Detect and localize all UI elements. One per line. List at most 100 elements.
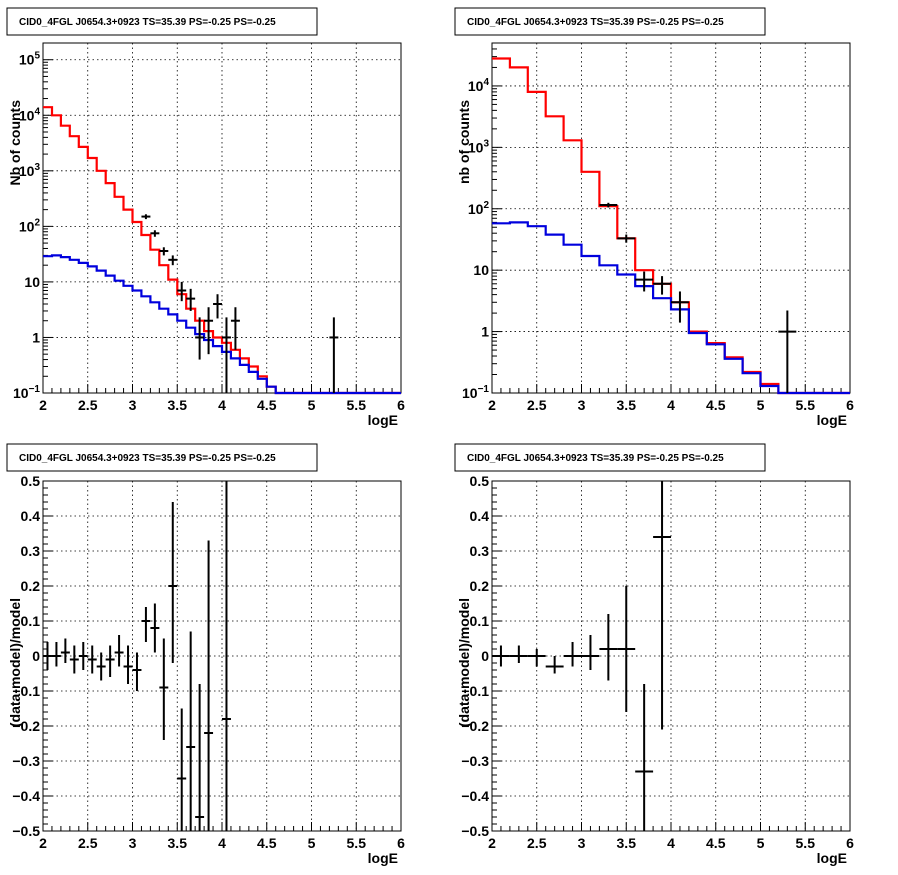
data-point bbox=[213, 294, 222, 319]
x-tick-label: 4.5 bbox=[706, 397, 726, 413]
x-tick-label: 5 bbox=[308, 835, 316, 851]
plot-frame bbox=[491, 42, 851, 394]
x-tick-label: 2.5 bbox=[527, 397, 547, 413]
y-tick-label: −0.4 bbox=[12, 788, 40, 804]
data-point bbox=[545, 656, 564, 674]
data-point bbox=[168, 502, 178, 663]
data-point bbox=[492, 645, 510, 667]
data-point bbox=[195, 317, 205, 360]
y-axis-label: (data-model)/model bbox=[7, 598, 23, 727]
x-tick-label: 4 bbox=[667, 835, 675, 851]
chart-title-box bbox=[454, 7, 766, 36]
data-point bbox=[204, 540, 214, 831]
x-tick-label: 5.5 bbox=[347, 835, 367, 851]
chart-panel-bottom-left: CID0_4FGL J0654.3+0923 TS=35.39 PS=-0.25… bbox=[6, 443, 405, 866]
y-tick-label: 0.3 bbox=[21, 543, 41, 559]
x-tick-label: 3.5 bbox=[617, 835, 637, 851]
data-point bbox=[563, 642, 582, 667]
x-tick-label: 5.5 bbox=[796, 835, 816, 851]
y-tick-label: 0.1 bbox=[470, 613, 490, 629]
data-point bbox=[635, 684, 654, 831]
data-point bbox=[778, 310, 797, 393]
data-point bbox=[581, 635, 600, 670]
data-point bbox=[653, 276, 671, 295]
x-tick-label: 6 bbox=[846, 397, 854, 413]
x-tick-label: 6 bbox=[397, 397, 405, 413]
chart-title: CID0_4FGL J0654.3+0923 TS=35.39 PS=-0.25… bbox=[467, 453, 724, 464]
y-tick-label: 103 bbox=[468, 138, 490, 155]
data-point bbox=[222, 317, 231, 393]
x-axis-label: logE bbox=[817, 850, 847, 866]
y-tick-label: 0.5 bbox=[470, 473, 490, 489]
x-tick-label: 3.5 bbox=[617, 397, 637, 413]
x-tick-label: 5 bbox=[757, 835, 765, 851]
y-tick-label: 1 bbox=[32, 329, 40, 345]
chart-title-box bbox=[6, 443, 318, 472]
x-tick-label: 4 bbox=[218, 397, 226, 413]
y-tick-label: 103 bbox=[19, 162, 41, 179]
y-tick-label: −0.2 bbox=[461, 718, 489, 734]
data-point bbox=[599, 202, 618, 208]
data-point bbox=[159, 247, 169, 256]
data-point bbox=[150, 230, 160, 237]
y-tick-label: 10 bbox=[473, 262, 489, 278]
data-point bbox=[599, 614, 618, 681]
data-point bbox=[204, 307, 214, 355]
data-point bbox=[195, 684, 205, 831]
x-tick-label: 6 bbox=[397, 835, 405, 851]
chart-panel-bottom-right: CID0_4FGL J0654.3+0923 TS=35.39 PS=-0.25… bbox=[454, 443, 854, 866]
y-tick-label: −0.3 bbox=[12, 753, 40, 769]
y-axis-label: (data-model)/model bbox=[456, 598, 472, 727]
data-point bbox=[69, 645, 79, 674]
data-point bbox=[96, 652, 106, 681]
data-point bbox=[617, 586, 636, 712]
data-point bbox=[123, 645, 133, 684]
x-axis-label: logE bbox=[368, 850, 398, 866]
data-point bbox=[168, 255, 178, 266]
y-tick-label: 0.4 bbox=[21, 508, 41, 524]
y-tick-label: 0.1 bbox=[21, 613, 41, 629]
data-point bbox=[617, 234, 636, 243]
chart-title-box bbox=[454, 443, 766, 472]
x-tick-label: 5.5 bbox=[347, 397, 367, 413]
data-point bbox=[329, 317, 339, 393]
y-tick-label: −0.1 bbox=[12, 683, 40, 699]
data-point bbox=[635, 271, 654, 292]
x-tick-label: 2 bbox=[39, 397, 47, 413]
x-tick-label: 2 bbox=[39, 835, 47, 851]
x-tick-label: 6 bbox=[846, 835, 854, 851]
chart-panel-top-left: CID0_4FGL J0654.3+0923 TS=35.39 PS=-0.25… bbox=[6, 7, 405, 428]
x-tick-label: 4 bbox=[218, 835, 226, 851]
x-tick-label: 3.5 bbox=[168, 835, 188, 851]
data-point bbox=[177, 281, 187, 302]
chart-panel-top-right: CID0_4FGL J0654.3+0923 TS=35.39 PS=-0.25… bbox=[454, 7, 854, 428]
y-tick-label: 10−1 bbox=[13, 384, 40, 401]
data-point bbox=[132, 652, 142, 691]
data-point bbox=[186, 631, 196, 831]
plot-frame bbox=[42, 42, 402, 394]
y-tick-label: 0 bbox=[32, 648, 40, 664]
data-point bbox=[527, 649, 546, 667]
data-point bbox=[78, 642, 88, 670]
y-tick-label: 104 bbox=[19, 106, 41, 123]
data-point bbox=[43, 642, 52, 670]
y-tick-label: 102 bbox=[468, 200, 490, 217]
y-tick-label: −0.4 bbox=[461, 788, 489, 804]
y-tick-label: 10 bbox=[24, 274, 40, 290]
chart-title: CID0_4FGL J0654.3+0923 TS=35.39 PS=-0.25… bbox=[19, 453, 276, 464]
data-point bbox=[230, 307, 240, 350]
data-point bbox=[159, 638, 169, 740]
x-tick-label: 2.5 bbox=[78, 835, 98, 851]
data-point bbox=[114, 635, 124, 667]
y-tick-label: 102 bbox=[19, 217, 41, 234]
data-point bbox=[141, 607, 151, 642]
x-axis-label: logE bbox=[368, 412, 398, 428]
y-tick-label: −0.1 bbox=[461, 683, 489, 699]
y-tick-label: 0.4 bbox=[470, 508, 490, 524]
data-point bbox=[60, 638, 70, 663]
data-point bbox=[186, 288, 196, 311]
y-tick-label: 0.5 bbox=[21, 473, 41, 489]
x-tick-label: 3 bbox=[129, 835, 137, 851]
x-tick-label: 4 bbox=[667, 397, 675, 413]
